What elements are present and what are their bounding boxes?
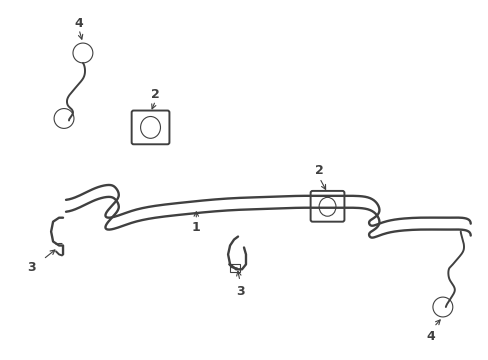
Text: 3: 3	[235, 285, 244, 298]
Text: 2: 2	[151, 88, 160, 101]
Bar	[230, 264, 240, 272]
Text: 3: 3	[27, 261, 36, 274]
Text: 2: 2	[315, 163, 323, 176]
Text: 1: 1	[191, 221, 200, 234]
Text: 4: 4	[426, 330, 434, 343]
Text: 4: 4	[74, 17, 83, 30]
